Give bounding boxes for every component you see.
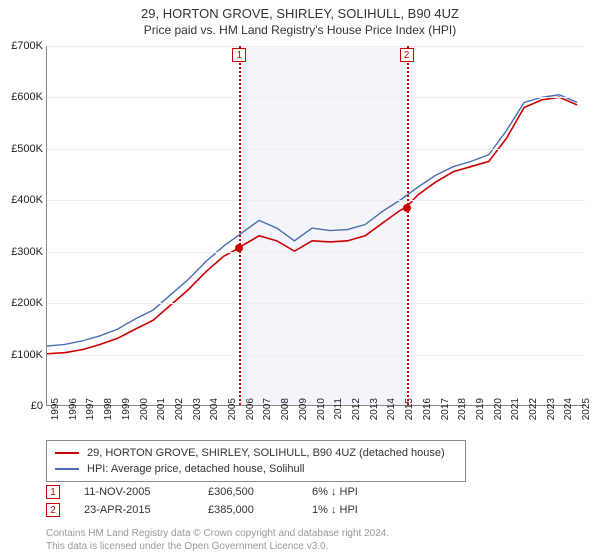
xtick-label: 1999 bbox=[121, 398, 132, 422]
sale-marker bbox=[235, 244, 243, 252]
series-line bbox=[47, 95, 577, 346]
gridline-h bbox=[47, 46, 586, 47]
xtick-label: 2019 bbox=[475, 398, 486, 422]
event-badge: 1 bbox=[232, 48, 246, 62]
xtick-label: 1998 bbox=[103, 398, 114, 422]
xtick-label: 2010 bbox=[316, 398, 327, 422]
xtick-label: 2022 bbox=[528, 398, 539, 422]
xtick-label: 2003 bbox=[192, 398, 203, 422]
ytick-label: £100K bbox=[1, 349, 43, 361]
xtick-label: 2011 bbox=[333, 398, 344, 422]
sale-badge: 1 bbox=[46, 485, 60, 499]
legend-swatch bbox=[55, 452, 79, 454]
xtick-label: 2017 bbox=[440, 398, 451, 422]
sale-date: 23-APR-2015 bbox=[84, 504, 184, 516]
legend-box: 29, HORTON GROVE, SHIRLEY, SOLIHULL, B90… bbox=[46, 440, 466, 482]
event-badge: 2 bbox=[400, 48, 414, 62]
xtick-label: 2008 bbox=[280, 398, 291, 422]
gridline-h bbox=[47, 200, 586, 201]
gridline-h bbox=[47, 355, 586, 356]
xtick-label: 2002 bbox=[174, 398, 185, 422]
xtick-label: 1996 bbox=[68, 398, 79, 422]
sale-marker bbox=[403, 204, 411, 212]
xtick-label: 2000 bbox=[139, 398, 150, 422]
xtick-label: 2006 bbox=[245, 398, 256, 422]
xtick-label: 2021 bbox=[510, 398, 521, 422]
ytick-label: £300K bbox=[1, 246, 43, 258]
sale-price: £306,500 bbox=[208, 486, 288, 498]
title-block: 29, HORTON GROVE, SHIRLEY, SOLIHULL, B90… bbox=[0, 0, 600, 39]
event-line bbox=[239, 46, 241, 405]
sale-row: 1 11-NOV-2005 £306,500 6% ↓ HPI bbox=[46, 483, 586, 501]
sale-date: 11-NOV-2005 bbox=[84, 486, 184, 498]
ytick-label: £500K bbox=[1, 143, 43, 155]
legend-swatch bbox=[55, 468, 79, 470]
title-subtitle: Price paid vs. HM Land Registry's House … bbox=[0, 23, 600, 37]
xtick-label: 2013 bbox=[369, 398, 380, 422]
gridline-h bbox=[47, 149, 586, 150]
title-address: 29, HORTON GROVE, SHIRLEY, SOLIHULL, B90… bbox=[0, 6, 600, 21]
xtick-label: 2025 bbox=[581, 398, 592, 422]
xtick-label: 2014 bbox=[386, 398, 397, 422]
sale-row: 2 23-APR-2015 £385,000 1% ↓ HPI bbox=[46, 501, 586, 519]
sales-table: 1 11-NOV-2005 £306,500 6% ↓ HPI 2 23-APR-2015… bbox=[46, 483, 586, 519]
sale-price: £385,000 bbox=[208, 504, 288, 516]
xtick-label: 2001 bbox=[156, 398, 167, 422]
xtick-label: 2016 bbox=[422, 398, 433, 422]
chart-container: 29, HORTON GROVE, SHIRLEY, SOLIHULL, B90… bbox=[0, 0, 600, 560]
xtick-label: 2018 bbox=[457, 398, 468, 422]
gridline-h bbox=[47, 303, 586, 304]
legend-label: 29, HORTON GROVE, SHIRLEY, SOLIHULL, B90… bbox=[87, 447, 445, 459]
sale-badge: 2 bbox=[46, 503, 60, 517]
footnote-line2: This data is licensed under the Open Gov… bbox=[46, 540, 586, 553]
gridline-h bbox=[47, 97, 586, 98]
series-line bbox=[47, 97, 577, 353]
legend-label: HPI: Average price, detached house, Soli… bbox=[87, 463, 305, 475]
line-series-svg bbox=[47, 46, 586, 405]
legend-item: HPI: Average price, detached house, Soli… bbox=[55, 461, 457, 477]
chart-plot-area: £0£100K£200K£300K£400K£500K£600K£700K199… bbox=[46, 46, 586, 406]
xtick-label: 2004 bbox=[209, 398, 220, 422]
xtick-label: 1995 bbox=[50, 398, 61, 422]
footnote-line1: Contains HM Land Registry data © Crown c… bbox=[46, 527, 586, 540]
gridline-h bbox=[47, 252, 586, 253]
xtick-label: 2009 bbox=[298, 398, 309, 422]
sale-delta: 1% ↓ HPI bbox=[312, 504, 412, 516]
ytick-label: £400K bbox=[1, 194, 43, 206]
ytick-label: £600K bbox=[1, 91, 43, 103]
xtick-label: 2012 bbox=[351, 398, 362, 422]
xtick-label: 2024 bbox=[563, 398, 574, 422]
legend-item: 29, HORTON GROVE, SHIRLEY, SOLIHULL, B90… bbox=[55, 445, 457, 461]
xtick-label: 2020 bbox=[493, 398, 504, 422]
xtick-label: 2005 bbox=[227, 398, 238, 422]
ytick-label: £200K bbox=[1, 297, 43, 309]
xtick-label: 1997 bbox=[85, 398, 96, 422]
xtick-label: 2023 bbox=[546, 398, 557, 422]
sale-delta: 6% ↓ HPI bbox=[312, 486, 412, 498]
event-line bbox=[407, 46, 409, 405]
footnote: Contains HM Land Registry data © Crown c… bbox=[46, 527, 586, 553]
ytick-label: £700K bbox=[1, 40, 43, 52]
xtick-label: 2007 bbox=[262, 398, 273, 422]
ytick-label: £0 bbox=[1, 400, 43, 412]
